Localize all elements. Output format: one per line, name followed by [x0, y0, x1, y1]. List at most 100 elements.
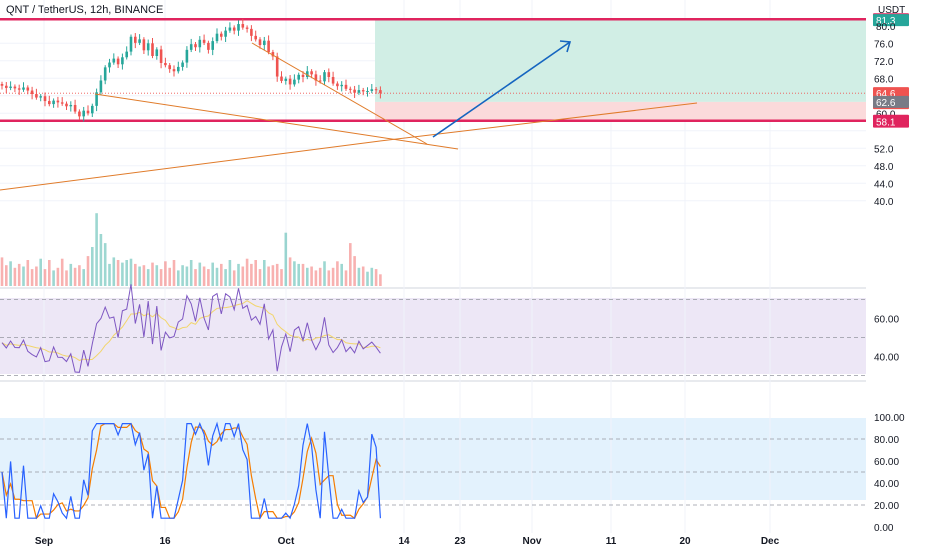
volume-bar: [138, 266, 141, 286]
y-tick-label: 68.0: [874, 74, 894, 85]
candle-body: [250, 28, 253, 36]
candle: [181, 60, 184, 71]
x-tick-label: 14: [398, 536, 410, 547]
rsi-line: [1, 284, 381, 373]
candle-body: [241, 24, 245, 28]
candle: [48, 95, 51, 107]
candle: [172, 65, 176, 77]
candle: [228, 22, 232, 33]
candle-body: [95, 92, 98, 106]
candle: [211, 37, 214, 56]
candle: [357, 84, 361, 95]
candle-body: [189, 44, 193, 50]
candle-body: [263, 40, 266, 46]
rsi-ma-line: [1, 300, 381, 361]
volume-bar: [86, 256, 90, 286]
price-badge-label: 64.6: [876, 89, 896, 100]
candle: [5, 82, 8, 94]
volume-bar: [293, 261, 296, 286]
candle: [103, 65, 107, 85]
trendline-projection: [379, 102, 698, 142]
volume-bar: [314, 270, 318, 286]
candle-body: [82, 110, 85, 117]
candle-body: [151, 43, 154, 56]
candle-body: [116, 58, 120, 65]
y-tick-label: 80.0: [876, 22, 896, 33]
volume-bar: [250, 263, 253, 286]
candle: [26, 85, 30, 95]
x-tick-label: Nov: [523, 536, 542, 547]
candle: [258, 37, 262, 49]
candle: [198, 36, 202, 53]
volume-bar: [344, 270, 348, 286]
volume-bar: [99, 234, 103, 286]
candle-body: [30, 90, 34, 95]
volume-bar: [146, 269, 150, 286]
trade-zones: [0, 17, 866, 122]
candle-body: [17, 88, 21, 90]
volume-bar: [134, 263, 137, 286]
candle-body: [78, 111, 81, 117]
volume-bar: [245, 258, 249, 286]
y-tick-label: 76.0: [874, 39, 894, 50]
candle-body: [280, 76, 283, 81]
candle: [361, 87, 365, 96]
volume-bars: [0, 213, 382, 286]
candle: [366, 87, 369, 97]
price-badge: 81.3: [873, 14, 909, 27]
candle: [52, 98, 55, 108]
chart-title: QNT / TetherUS, 12h, BINANCE: [6, 4, 164, 16]
candle-body: [35, 94, 38, 98]
candle: [267, 35, 270, 55]
candle: [73, 99, 77, 114]
volume-bar: [340, 263, 343, 286]
volume-bar: [207, 269, 210, 286]
volume-bar: [271, 265, 275, 286]
price-badge: 58.1: [873, 115, 909, 129]
candle: [78, 109, 81, 121]
volume-bar: [142, 265, 146, 286]
candle-body: [336, 83, 339, 87]
chart-background: [0, 287, 866, 500]
candle: [125, 46, 128, 60]
candle-body: [220, 33, 223, 37]
candles: [0, 18, 382, 122]
candle: [207, 40, 210, 54]
candle-body: [177, 66, 180, 72]
candle-body: [366, 90, 369, 92]
volume-bar: [48, 260, 51, 286]
volume-bar: [17, 263, 21, 286]
volume-bar: [60, 258, 64, 286]
volume-bar: [366, 271, 369, 286]
volume-bar: [370, 267, 374, 286]
candle-body: [164, 62, 167, 66]
volume-bar: [151, 262, 154, 286]
stoch-panel: [0, 421, 866, 520]
volume-bar: [159, 269, 163, 286]
projection-arrow: [432, 41, 571, 138]
candle-body: [39, 96, 42, 98]
volume-bar: [172, 260, 176, 286]
candle: [340, 81, 343, 92]
y-tick-label: 44.0: [874, 179, 894, 190]
volume-bar: [241, 266, 245, 286]
candle: [91, 103, 94, 118]
candle-body: [379, 90, 382, 94]
volume-bar: [181, 265, 184, 286]
volume-bar: [65, 270, 68, 286]
price-badge-bg: [873, 115, 909, 128]
trendline-lower: [94, 93, 459, 150]
candle: [65, 101, 68, 111]
candle: [353, 85, 356, 98]
stoch-tick-label: 80.00: [874, 435, 899, 446]
volume-bar: [95, 213, 98, 286]
volume-bar: [91, 247, 94, 286]
volume-bar: [323, 261, 326, 286]
volume-bar: [263, 260, 266, 286]
candle: [9, 81, 12, 91]
candle-body: [245, 27, 249, 29]
candle-body: [271, 52, 275, 57]
candle: [288, 75, 292, 90]
candle-body: [267, 40, 270, 53]
